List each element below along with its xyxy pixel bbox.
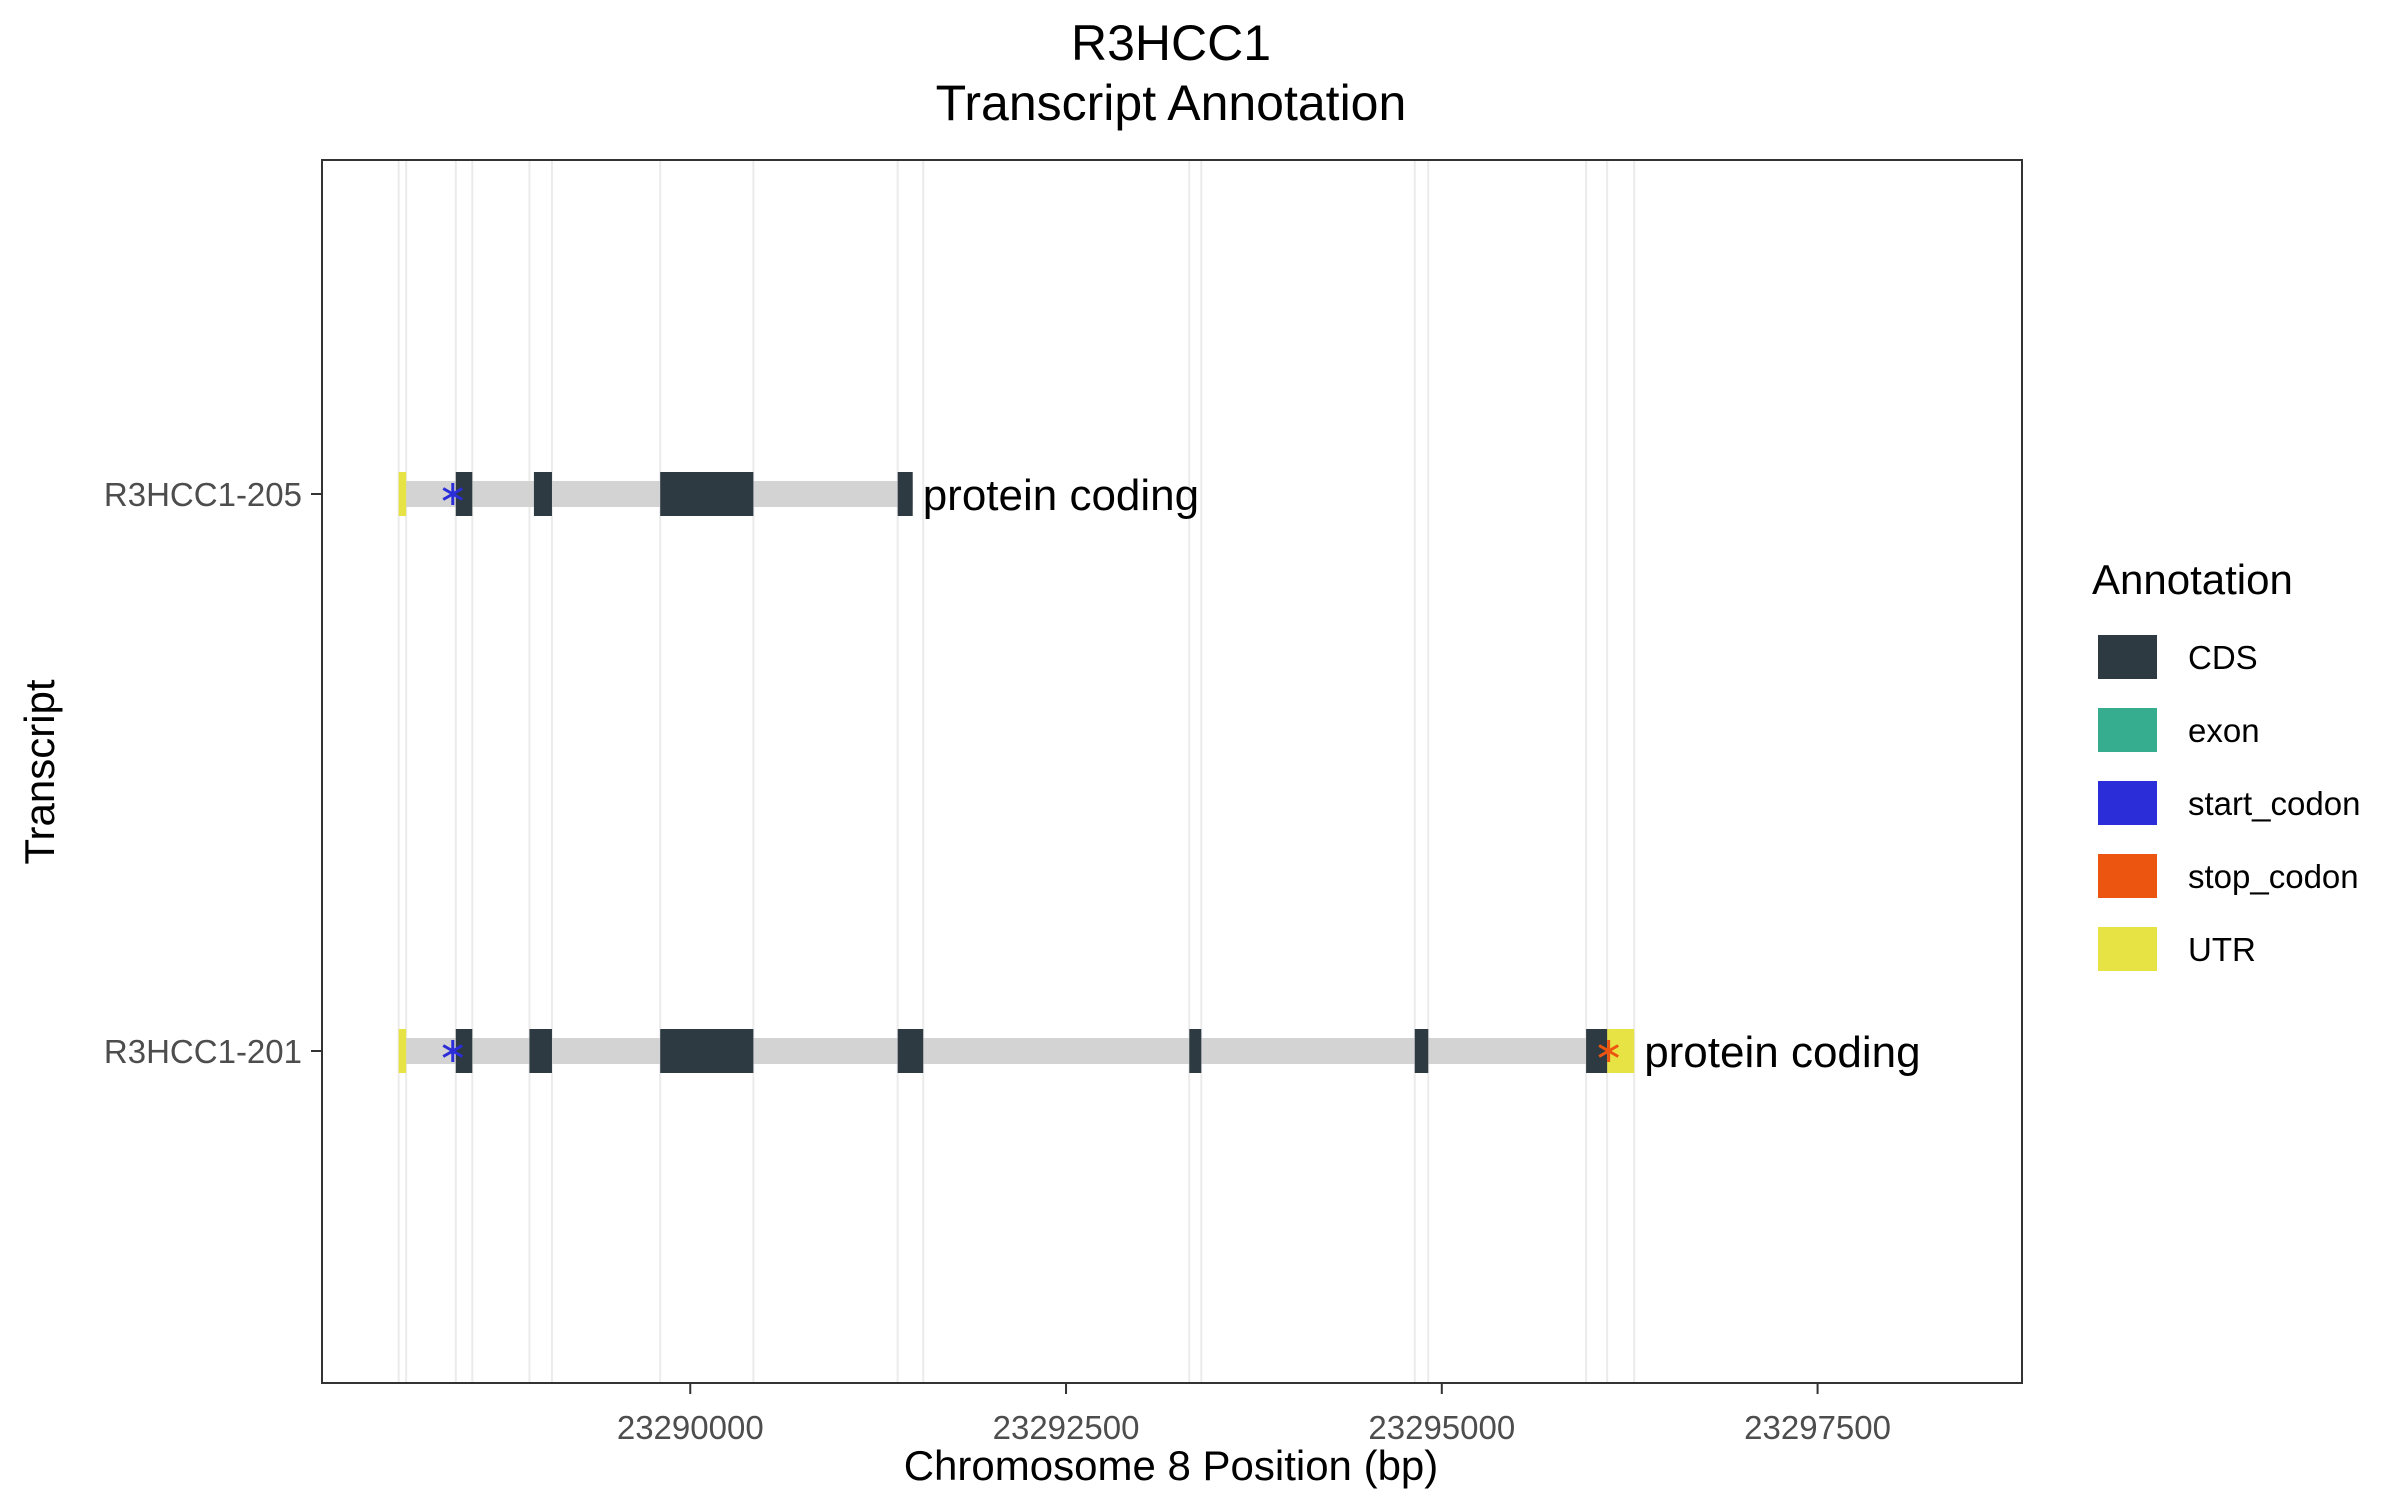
y-tick-label: R3HCC1-201 bbox=[104, 1033, 302, 1070]
cds-block bbox=[529, 1029, 552, 1073]
plot-panel-border bbox=[321, 159, 2023, 1384]
legend-key bbox=[2098, 781, 2157, 825]
y-axis: R3HCC1-205 R3HCC1-201 bbox=[104, 476, 322, 1070]
utr-block bbox=[398, 472, 407, 516]
start-codon-marker bbox=[442, 1040, 464, 1062]
legend-label: UTR bbox=[2188, 931, 2256, 968]
legend-label: CDS bbox=[2188, 639, 2258, 676]
vertical-gridlines bbox=[397, 160, 1636, 1383]
legend: Annotation CDS exon start_codon stop_codon U… bbox=[2092, 556, 2360, 971]
cds-block bbox=[660, 472, 754, 516]
start-codon-marker bbox=[442, 483, 464, 505]
plot-panel-background bbox=[322, 160, 2022, 1383]
intron-line bbox=[398, 481, 913, 507]
start-codon-marker-stroke bbox=[442, 1044, 464, 1058]
x-axis: 23290000 23292500 23295000 23297500 bbox=[617, 1383, 1891, 1446]
legend-label: start_codon bbox=[2188, 785, 2360, 822]
legend-label: exon bbox=[2188, 712, 2260, 749]
cds-block bbox=[1586, 1029, 1608, 1073]
cds-block bbox=[660, 1029, 754, 1073]
cds-block bbox=[1414, 1029, 1429, 1073]
transcript-track: protein coding bbox=[398, 1028, 1921, 1077]
biotype-label: protein coding bbox=[923, 471, 1199, 520]
chart-subtitle: Transcript Annotation bbox=[936, 75, 1407, 131]
x-axis-title: Chromosome 8 Position (bp) bbox=[904, 1442, 1439, 1489]
cds-block bbox=[1189, 1029, 1202, 1073]
x-tick-label: 23292500 bbox=[993, 1409, 1140, 1446]
legend-key bbox=[2098, 635, 2157, 679]
y-tick-label: R3HCC1-205 bbox=[104, 476, 302, 513]
utr-block bbox=[398, 1029, 407, 1073]
x-tick-label: 23297500 bbox=[1744, 1409, 1891, 1446]
stop-codon-marker bbox=[1598, 1040, 1619, 1062]
legend-title: Annotation bbox=[2092, 556, 2293, 603]
cds-block bbox=[533, 472, 552, 516]
utr-block bbox=[1607, 1029, 1635, 1073]
y-axis-title: Transcript bbox=[16, 679, 63, 864]
cds-block bbox=[897, 1029, 924, 1073]
cds-block bbox=[455, 1029, 473, 1073]
chart-title: R3HCC1 bbox=[1071, 15, 1271, 71]
legend-key bbox=[2098, 927, 2157, 971]
legend-key bbox=[2098, 854, 2157, 898]
cds-block bbox=[897, 472, 913, 516]
start-codon-marker-stroke bbox=[442, 487, 464, 501]
legend-key bbox=[2098, 708, 2157, 752]
biotype-label: protein coding bbox=[1644, 1028, 1920, 1077]
transcript-track: protein coding bbox=[398, 471, 1199, 520]
stop-codon-marker-stroke bbox=[1598, 1044, 1619, 1058]
transcript-tracks: protein coding protein coding bbox=[398, 471, 1921, 1077]
x-tick-label: 23295000 bbox=[1368, 1409, 1515, 1446]
legend-label: stop_codon bbox=[2188, 858, 2359, 895]
intron-line bbox=[398, 1038, 1635, 1064]
x-tick-label: 23290000 bbox=[617, 1409, 764, 1446]
cds-block bbox=[455, 472, 473, 516]
